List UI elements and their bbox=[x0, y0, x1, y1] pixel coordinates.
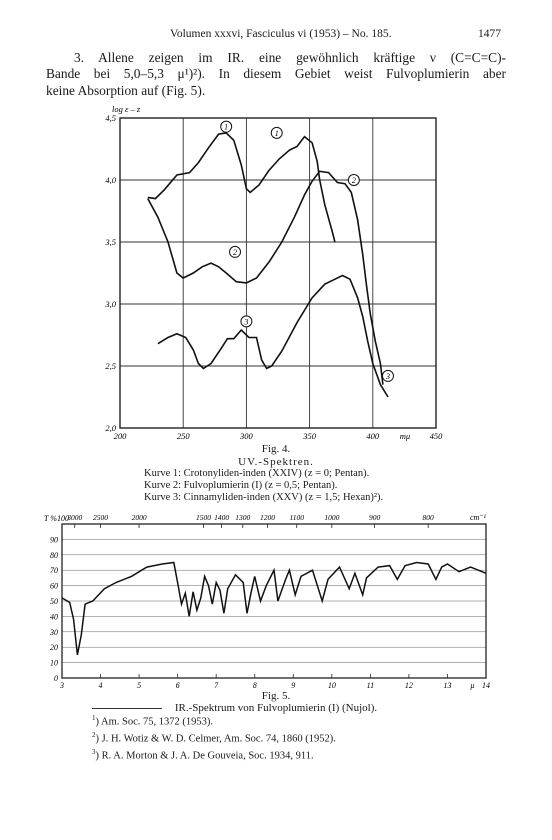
x-tick-label: 13 bbox=[443, 681, 451, 690]
curve-marker-label: 2 bbox=[352, 176, 356, 185]
y-tick-label: 4,5 bbox=[105, 113, 116, 123]
top-tick-label: 3000 bbox=[66, 513, 82, 522]
top-tick-label: 900 bbox=[369, 513, 381, 522]
curve-marker-label: 3 bbox=[243, 317, 248, 326]
curve-marker bbox=[229, 245, 242, 258]
x-tick-label: 3 bbox=[59, 681, 64, 690]
body-paragraph: 3. Allene zeigen im IR. eine gewöhnlich … bbox=[46, 50, 506, 99]
y-tick-label: 0 bbox=[54, 674, 58, 683]
y-tick-label: 2,5 bbox=[105, 361, 116, 371]
footnote: 2) J. H. Wotiz & W. D. Celmer, Am. Soc. … bbox=[92, 730, 336, 745]
footnote: 1) Am. Soc. 75, 1372 (1953). bbox=[92, 714, 214, 728]
paragraph-line: keine Absorption auf (Fig. 5). bbox=[46, 82, 206, 98]
paragraph-line: 3. Allene zeigen im IR. eine gewöhnlich … bbox=[74, 50, 506, 65]
x-tick-label: 5 bbox=[137, 681, 141, 690]
y-tick-label: 30 bbox=[49, 628, 58, 637]
curve-marker-label: 2 bbox=[233, 248, 237, 257]
top-tick-label: 1200 bbox=[260, 513, 275, 522]
figure5-caption: Fig. 5. bbox=[261, 690, 291, 702]
curve-3 bbox=[157, 274, 389, 398]
y-tick-label: 40 bbox=[50, 612, 58, 621]
x-tick-label: 10 bbox=[328, 681, 336, 690]
x-tick-label: 450 bbox=[430, 431, 444, 441]
ir-top-axis-label: cm⁻¹ bbox=[470, 513, 487, 522]
chart-tick-labels: 200 250 300 350 400 mμ 450 2,0 2,5 3,0 3,5 4,0 4,5 bbox=[104, 113, 443, 441]
figure5-subtitle: IR.-Spektrum von Fulvoplumierin (I) (Nuj… bbox=[174, 702, 378, 714]
ir-y-axis-label: T %100 bbox=[44, 514, 69, 523]
figure4-caption: Fig. 4. bbox=[261, 443, 291, 455]
running-header: Volumen xxxvi, Fasciculus vi (1953) – No… bbox=[0, 28, 552, 44]
figure4-legend: Kurve 1: Crotonyliden-inden (XXIV) (z = … bbox=[144, 468, 383, 504]
ir-chart-tick-labels: 3 4 5 6 7 8 9 10 11 12 13 14 0 10 20 30 40 50 60 70 80 90 3000… bbox=[49, 513, 490, 690]
ir-chart-frame bbox=[61, 523, 487, 679]
curve-marker-label: 1 bbox=[275, 129, 279, 138]
y-tick-label: 80 bbox=[50, 551, 58, 560]
x-tick-label: 9 bbox=[291, 681, 295, 690]
chart-frame bbox=[119, 117, 437, 429]
y-tick-label: 3,5 bbox=[104, 237, 116, 247]
x-tick-label: 8 bbox=[253, 681, 257, 690]
legend-entry: Kurve 3: Cinnamyliden-inden (XXV) (z = 1… bbox=[144, 492, 384, 503]
journal-title: Volumen xxxvi, Fasciculus vi (1953) – No… bbox=[170, 28, 392, 40]
curve-2 bbox=[147, 170, 384, 385]
curve-marker bbox=[347, 174, 360, 186]
x-tick-label: 12 bbox=[405, 681, 413, 690]
footnotes: 1) Am. Soc. 75, 1372 (1953). 2) J. H. Wo… bbox=[92, 708, 336, 762]
x-tick-label: 250 bbox=[177, 431, 191, 441]
curve-marker bbox=[381, 369, 394, 382]
y-tick-label: 3,0 bbox=[104, 299, 116, 309]
top-tick-label: 1100 bbox=[290, 513, 305, 522]
y-tick-label: 50 bbox=[50, 597, 58, 606]
top-tick-label: 1500 bbox=[196, 513, 211, 522]
y-tick-label: 90 bbox=[50, 535, 58, 544]
top-tick-label: 800 bbox=[423, 513, 435, 522]
x-tick-label: 4 bbox=[99, 681, 103, 690]
curve-marker-label: 1 bbox=[224, 123, 228, 132]
top-tick-label: 1000 bbox=[324, 513, 339, 522]
y-tick-label: 20 bbox=[50, 643, 58, 652]
legend-entry: Kurve 2: Fulvoplumierin (I) (z = 0,5; Pe… bbox=[144, 480, 338, 491]
x-tick-label: 200 bbox=[114, 431, 128, 441]
top-tick-label: 1300 bbox=[235, 513, 250, 522]
curve-marker bbox=[240, 315, 253, 328]
x-tick-label: 300 bbox=[239, 431, 254, 441]
y-tick-label: 2,0 bbox=[105, 423, 116, 433]
y-axis-label: log ε – z bbox=[112, 104, 141, 114]
figure4-subtitle: UV.-Spektren. bbox=[238, 456, 314, 468]
y-tick-label: 70 bbox=[50, 566, 58, 575]
paragraph-line: Bande bei 5,0–5,3 μ¹)²). In diesem Gebie… bbox=[46, 66, 506, 82]
curve-markers: 1 1 2 2 3 3 bbox=[220, 120, 394, 382]
curve-marker bbox=[270, 126, 283, 139]
x-tick-label: 7 bbox=[214, 681, 219, 690]
chart-curves bbox=[147, 132, 389, 398]
x-tick-label: 400 bbox=[366, 431, 380, 441]
page-number: 1477 bbox=[478, 28, 501, 40]
chart-grid bbox=[120, 118, 436, 428]
y-tick-label: 4,0 bbox=[105, 175, 116, 185]
x-tick-label: 6 bbox=[176, 681, 180, 690]
ir-chart-curve bbox=[61, 561, 487, 656]
top-tick-label: 2500 bbox=[93, 513, 108, 522]
curve-marker-label: 3 bbox=[385, 372, 390, 381]
x-tick-label: 14 bbox=[482, 681, 490, 690]
ir-chart-grid bbox=[62, 524, 486, 678]
y-tick-label: 10 bbox=[50, 659, 58, 668]
x-axis-label: μ bbox=[470, 681, 475, 690]
top-tick-label: 2000 bbox=[132, 513, 147, 522]
top-tick-label: 1400 bbox=[214, 513, 229, 522]
legend-entry: Kurve 1: Crotonyliden-inden (XXIV) (z = … bbox=[144, 468, 370, 479]
x-tick-label: 350 bbox=[302, 431, 317, 441]
curve-marker bbox=[220, 120, 233, 133]
ir-spectrum-line bbox=[61, 561, 487, 656]
x-tick-label: 11 bbox=[367, 681, 374, 690]
footnote: 3) R. A. Morton & J. A. De Gouveia, Soc.… bbox=[92, 747, 314, 762]
x-tick-label: mμ bbox=[400, 431, 410, 441]
y-tick-label: 60 bbox=[50, 582, 58, 591]
footnote-rule bbox=[92, 708, 162, 709]
curve-1 bbox=[147, 132, 336, 243]
